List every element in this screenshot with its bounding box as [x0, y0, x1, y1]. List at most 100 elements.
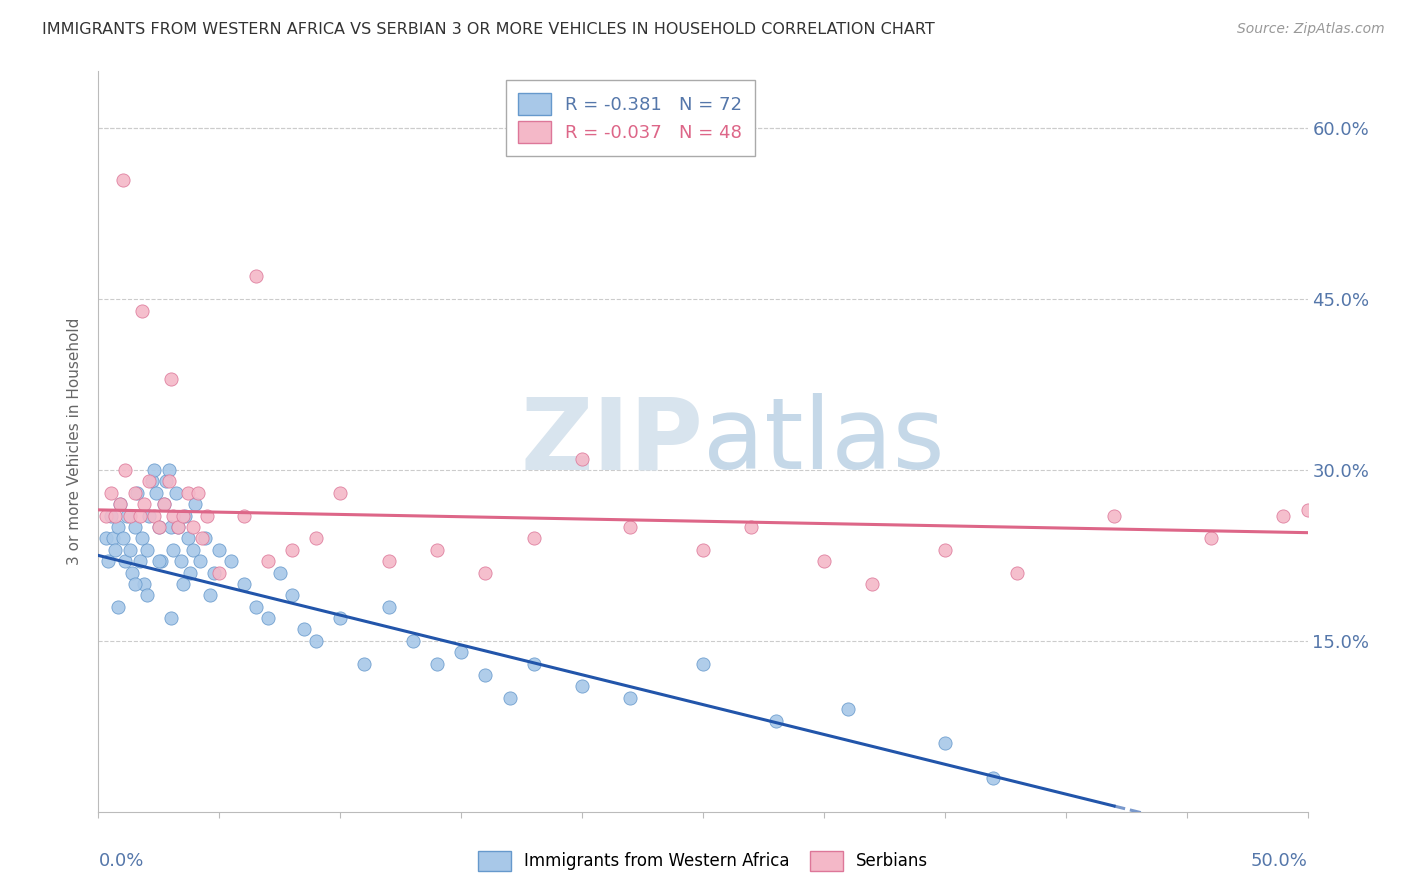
Point	[619, 520, 641, 534]
Point	[329, 485, 352, 500]
Point	[101, 532, 124, 546]
Point	[692, 657, 714, 671]
Point	[353, 657, 375, 671]
Point	[100, 508, 122, 523]
Point	[195, 508, 218, 523]
Point	[94, 532, 117, 546]
Point	[167, 520, 190, 534]
Point	[934, 542, 956, 557]
Point	[127, 485, 149, 500]
Point	[118, 508, 141, 523]
Point	[813, 554, 835, 568]
Point	[128, 508, 150, 523]
Point	[150, 554, 173, 568]
Point	[107, 520, 129, 534]
Point	[860, 577, 883, 591]
Point	[141, 475, 163, 489]
Point	[232, 577, 254, 591]
Point	[191, 532, 214, 546]
Point	[571, 451, 593, 466]
Point	[131, 303, 153, 318]
Point	[138, 475, 160, 489]
Point	[160, 520, 183, 534]
Point	[426, 657, 449, 671]
Point	[152, 497, 174, 511]
Text: ZIP: ZIP	[520, 393, 703, 490]
Point	[837, 702, 859, 716]
Point	[498, 690, 520, 705]
Point	[138, 508, 160, 523]
Point	[172, 577, 194, 591]
Point	[111, 172, 134, 186]
Point	[148, 554, 170, 568]
Point	[128, 554, 150, 568]
Point	[765, 714, 787, 728]
Point	[188, 554, 211, 568]
Point	[194, 532, 217, 546]
Point	[162, 542, 184, 557]
Point	[143, 463, 166, 477]
Point	[104, 542, 127, 557]
Point	[245, 599, 267, 614]
Point	[131, 532, 153, 546]
Point	[981, 771, 1004, 785]
Point	[305, 532, 328, 546]
Point	[329, 611, 352, 625]
Point	[134, 577, 156, 591]
Point	[162, 508, 184, 523]
Point	[121, 566, 143, 580]
Point	[179, 566, 201, 580]
Point	[426, 542, 449, 557]
Point	[474, 668, 496, 682]
Point	[177, 485, 200, 500]
Point	[377, 554, 399, 568]
Point	[104, 508, 127, 523]
Point	[172, 508, 194, 523]
Point	[174, 508, 197, 523]
Point	[160, 372, 183, 386]
Point	[108, 497, 131, 511]
Point	[181, 542, 204, 557]
Point	[184, 497, 207, 511]
Point	[208, 566, 231, 580]
Text: 50.0%: 50.0%	[1251, 853, 1308, 871]
Point	[256, 611, 278, 625]
Point	[402, 633, 425, 648]
Point	[124, 485, 146, 500]
Point	[619, 690, 641, 705]
Point	[114, 463, 136, 477]
Point	[292, 623, 315, 637]
Legend: Immigrants from Western Africa, Serbians: Immigrants from Western Africa, Serbians	[470, 842, 936, 880]
Point	[1007, 566, 1029, 580]
Legend: R = -0.381   N = 72, R = -0.037   N = 48: R = -0.381 N = 72, R = -0.037 N = 48	[506, 80, 755, 156]
Point	[134, 497, 156, 511]
Point	[148, 520, 170, 534]
Point	[450, 645, 472, 659]
Point	[124, 520, 146, 534]
Text: Source: ZipAtlas.com: Source: ZipAtlas.com	[1237, 22, 1385, 37]
Point	[305, 633, 328, 648]
Point	[281, 542, 304, 557]
Point	[181, 520, 204, 534]
Point	[232, 508, 254, 523]
Point	[148, 520, 170, 534]
Point	[177, 532, 200, 546]
Point	[221, 554, 243, 568]
Point	[124, 577, 146, 591]
Point	[94, 508, 117, 523]
Point	[1296, 503, 1319, 517]
Point	[1199, 532, 1222, 546]
Point	[157, 475, 180, 489]
Point	[152, 497, 174, 511]
Y-axis label: 3 or more Vehicles in Household: 3 or more Vehicles in Household	[67, 318, 83, 566]
Point	[155, 475, 177, 489]
Point	[1102, 508, 1125, 523]
Point	[523, 657, 546, 671]
Point	[256, 554, 278, 568]
Point	[377, 599, 399, 614]
Point	[135, 542, 157, 557]
Point	[269, 566, 291, 580]
Point	[160, 611, 183, 625]
Point	[117, 508, 139, 523]
Point	[523, 532, 546, 546]
